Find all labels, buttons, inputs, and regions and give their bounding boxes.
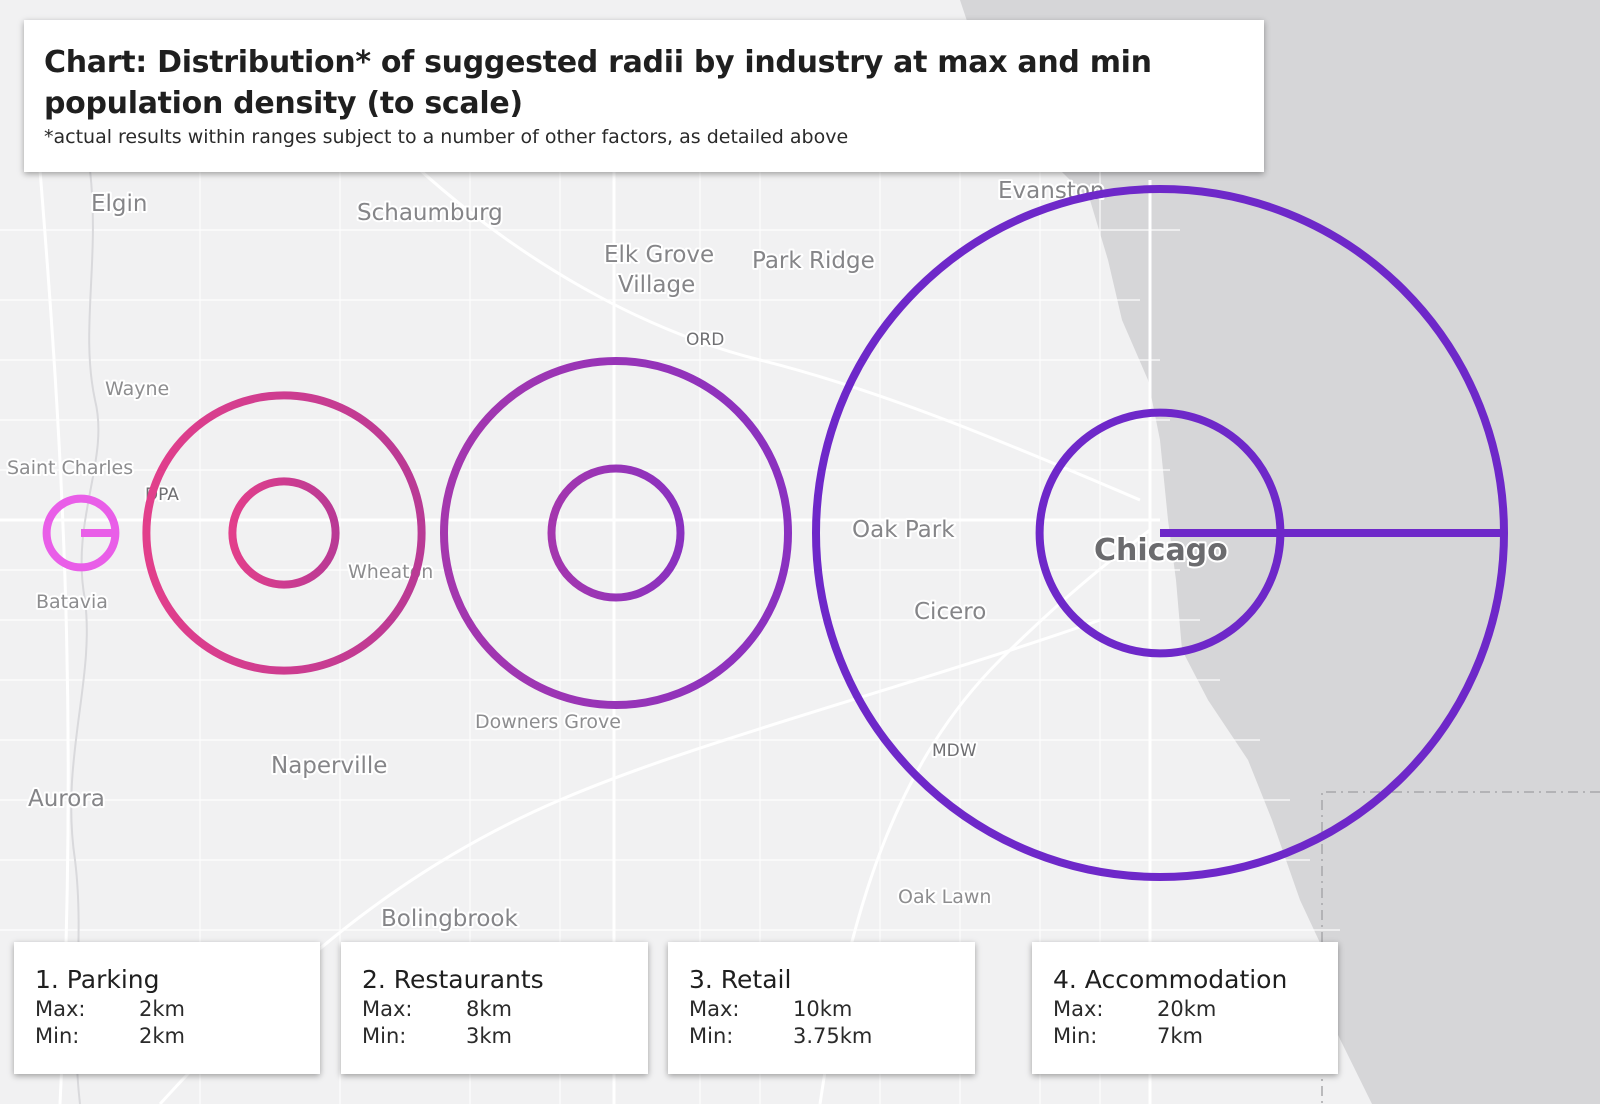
label-elk-grove-2: Village bbox=[618, 272, 695, 298]
legend-min-row: Min: 3km bbox=[362, 1023, 628, 1050]
legend-min-label: Min: bbox=[362, 1024, 407, 1048]
label-downers-grove: Downers Grove bbox=[475, 711, 621, 733]
fox-river bbox=[70, 169, 100, 1104]
label-saint-charles: Saint Charles bbox=[7, 457, 133, 479]
place-labels: Elgin Schaumburg Elk Grove Village Park … bbox=[5, 176, 1230, 934]
legend-industry-name: 2. Restaurants bbox=[362, 965, 544, 994]
label-schaumburg: Schaumburg bbox=[357, 200, 503, 226]
radius-group-parking bbox=[42, 494, 120, 572]
legend-max-value: 20km bbox=[1157, 997, 1217, 1021]
radius-circles bbox=[42, 185, 1508, 881]
radius-group-restaurants bbox=[142, 391, 426, 675]
label-aurora: Aurora bbox=[28, 786, 105, 812]
legend-max-label: Max: bbox=[1053, 997, 1104, 1021]
legend-max-value: 2km bbox=[139, 997, 185, 1021]
label-batavia: Batavia bbox=[36, 591, 108, 613]
legend-max-value: 10km bbox=[793, 997, 853, 1021]
legend-min-label: Min: bbox=[689, 1024, 734, 1048]
chart-title-card: Chart: Distribution* of suggested radii … bbox=[24, 20, 1264, 172]
legend-max-row: Max: 8km bbox=[362, 996, 628, 1023]
legend-min-label: Min: bbox=[35, 1024, 80, 1048]
legend-min-label: Min: bbox=[1053, 1024, 1098, 1048]
radius-group-retail bbox=[440, 357, 792, 709]
road-network bbox=[0, 168, 1340, 1104]
legend-card-retail: 3. Retail Max: 10km Min: 3.75km bbox=[668, 942, 975, 1074]
legend-min-row: Min: 3.75km bbox=[689, 1023, 955, 1050]
legend-min-value: 7km bbox=[1157, 1024, 1203, 1048]
legend-card-accommodation: 4. Accommodation Max: 20km Min: 7km bbox=[1032, 942, 1338, 1074]
legend-min-value: 2km bbox=[139, 1024, 185, 1048]
label-ord: ORD bbox=[686, 330, 724, 350]
legend-industry-name: 4. Accommodation bbox=[1053, 965, 1288, 994]
label-elk-grove-1: Elk Grove bbox=[604, 242, 714, 268]
legend-industry-name: 3. Retail bbox=[689, 965, 792, 994]
label-chicago: Chicago bbox=[1094, 533, 1228, 568]
chart-footnote: *actual results within ranges subject to… bbox=[44, 126, 849, 148]
legend-max-row: Max: 10km bbox=[689, 996, 955, 1023]
chart-title: Chart: Distribution* of suggested radii … bbox=[44, 45, 1152, 121]
legend-min-row: Min: 2km bbox=[35, 1023, 300, 1050]
label-park-ridge: Park Ridge bbox=[752, 248, 875, 274]
label-bolingbrook: Bolingbrook bbox=[381, 906, 519, 932]
legend-max-value: 8km bbox=[466, 997, 512, 1021]
legend-card-restaurants: 2. Restaurants Max: 8km Min: 3km bbox=[341, 942, 648, 1074]
label-oak-park: Oak Park bbox=[852, 517, 955, 543]
label-oak-lawn: Oak Lawn bbox=[898, 886, 991, 908]
label-mdw: MDW bbox=[932, 741, 977, 761]
radius-group-accommodation bbox=[812, 185, 1508, 881]
legend-min-value: 3.75km bbox=[793, 1024, 873, 1048]
label-wayne: Wayne bbox=[105, 378, 169, 400]
legend-max-label: Max: bbox=[35, 997, 86, 1021]
label-naperville: Naperville bbox=[271, 753, 387, 779]
label-elgin: Elgin bbox=[91, 191, 148, 217]
legend-max-row: Max: 20km bbox=[1053, 996, 1318, 1023]
legend-max-label: Max: bbox=[689, 997, 740, 1021]
legend-industry-name: 1. Parking bbox=[35, 965, 160, 994]
legend-min-value: 3km bbox=[466, 1024, 512, 1048]
legend-max-label: Max: bbox=[362, 997, 413, 1021]
label-evanston: Evanston bbox=[998, 178, 1104, 204]
legend-max-row: Max: 2km bbox=[35, 996, 300, 1023]
legend-card-parking: 1. Parking Max: 2km Min: 2km bbox=[14, 942, 320, 1074]
legend-min-row: Min: 7km bbox=[1053, 1023, 1318, 1050]
label-cicero: Cicero bbox=[914, 599, 986, 625]
